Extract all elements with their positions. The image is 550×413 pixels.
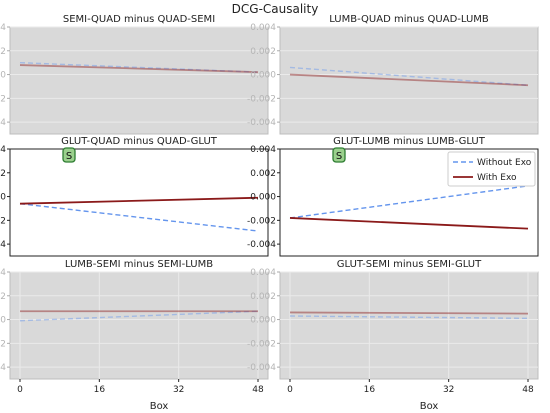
panel-4: 0.004 0.002 0.000 -0.002 -0.004 GLUT-LUMB min…: [247, 136, 539, 257]
series-line-with-exo: [19, 196, 259, 205]
panel-1: 0.004 0.002 0.000 -0.002 -0.004 SEMI-QUAD min…: [0, 14, 269, 135]
y-tick-label: -0.002: [0, 339, 6, 349]
legend: Without Exo With Exo: [447, 151, 536, 187]
y-tick-label: 0.004: [0, 145, 6, 155]
y-tick-label: -0.004: [247, 240, 276, 250]
x-axis-label: Box: [150, 401, 169, 412]
significance-badge-label: S: [66, 151, 72, 162]
panel-title: GLUT-LUMB minus LUMB-GLUT: [333, 136, 486, 147]
series-line-with-exo: [289, 311, 529, 315]
x-axis-label: Box: [420, 401, 439, 412]
y-tick-label: 0.000: [0, 316, 6, 326]
y-tick-label: -0.004: [247, 363, 276, 373]
y-tick-label: -0.002: [247, 94, 276, 104]
y-tick-label: 0.002: [250, 169, 276, 179]
significance-badge: [332, 147, 346, 163]
y-tick-label: 0.004: [250, 268, 276, 278]
y-tick-label: -0.002: [247, 216, 276, 226]
significance-badge: [62, 147, 76, 163]
figure-title: DCG-Causality: [232, 2, 319, 16]
panel-title: GLUT-SEMI minus SEMI-GLUT: [337, 259, 482, 270]
panel-2: 0.004 0.002 0.000 -0.002 -0.004 LUMB-QUAD min…: [247, 14, 539, 135]
y-tick-label: 0.000: [0, 71, 6, 81]
plot-area: [9, 26, 269, 135]
x-tick-label: 32: [443, 385, 454, 395]
x-tick-label: 48: [252, 385, 264, 395]
panel-title: LUMB-SEMI minus SEMI-LUMB: [65, 259, 213, 270]
y-tick-label: -0.004: [0, 363, 6, 373]
y-tick-label: 0.002: [250, 47, 276, 57]
y-tick-label: 0.004: [0, 23, 6, 33]
y-tick-label: 0.002: [0, 47, 6, 57]
y-tick-label: -0.002: [0, 216, 6, 226]
legend-entry-label: With Exo: [477, 173, 517, 183]
x-tick-label: 16: [94, 385, 106, 395]
panel-6: 0.004 0.002 0.000 -0.002 -0.004 0 16 32 48 GLUT-S…: [247, 259, 539, 412]
x-tick-label: 16: [364, 385, 376, 395]
y-tick-label: 0.004: [250, 23, 276, 33]
legend-entry-label: Without Exo: [477, 158, 532, 168]
series-line-with-exo: [289, 73, 529, 87]
panel-title: SEMI-QUAD minus QUAD-SEMI: [63, 14, 215, 25]
panel-title: GLUT-QUAD minus QUAD-GLUT: [61, 136, 218, 147]
y-tick-label: 0.004: [0, 268, 6, 278]
y-tick-label: -0.004: [247, 118, 276, 128]
y-tick-label: -0.002: [0, 94, 6, 104]
panel-title: LUMB-QUAD minus QUAD-LUMB: [329, 14, 489, 25]
y-tick-label: -0.004: [0, 240, 6, 250]
y-tick-label: 0.002: [250, 292, 276, 302]
plot-area: [9, 271, 269, 380]
panel-3: 0.004 0.002 0.000 -0.002 -0.004 GLUT-QUAD min…: [0, 136, 269, 257]
y-tick-label: -0.002: [247, 339, 276, 349]
significance-badge-label: S: [336, 151, 342, 162]
y-tick-label: 0.000: [0, 193, 6, 203]
x-tick-label: 0: [17, 385, 23, 395]
x-tick-label: 48: [522, 385, 534, 395]
y-tick-label: 0.000: [250, 316, 276, 326]
series-line-with-exo: [289, 217, 529, 230]
y-tick-label: -0.004: [0, 118, 6, 128]
y-tick-label: 0.004: [250, 145, 276, 155]
plot-area: [279, 26, 539, 135]
y-tick-label: 0.002: [0, 292, 6, 302]
x-tick-label: 32: [173, 385, 184, 395]
y-tick-label: 0.000: [250, 71, 276, 81]
y-tick-label: 0.002: [0, 169, 6, 179]
plot-area: [279, 271, 539, 380]
panel-5: 0.004 0.002 0.000 -0.002 -0.004 0 16 32 48 LUMB-S…: [0, 259, 269, 412]
x-tick-label: 0: [287, 385, 293, 395]
series-line-without-exo: [289, 185, 529, 219]
series-line-with-exo: [19, 64, 259, 74]
y-tick-label: 0.000: [250, 193, 276, 203]
